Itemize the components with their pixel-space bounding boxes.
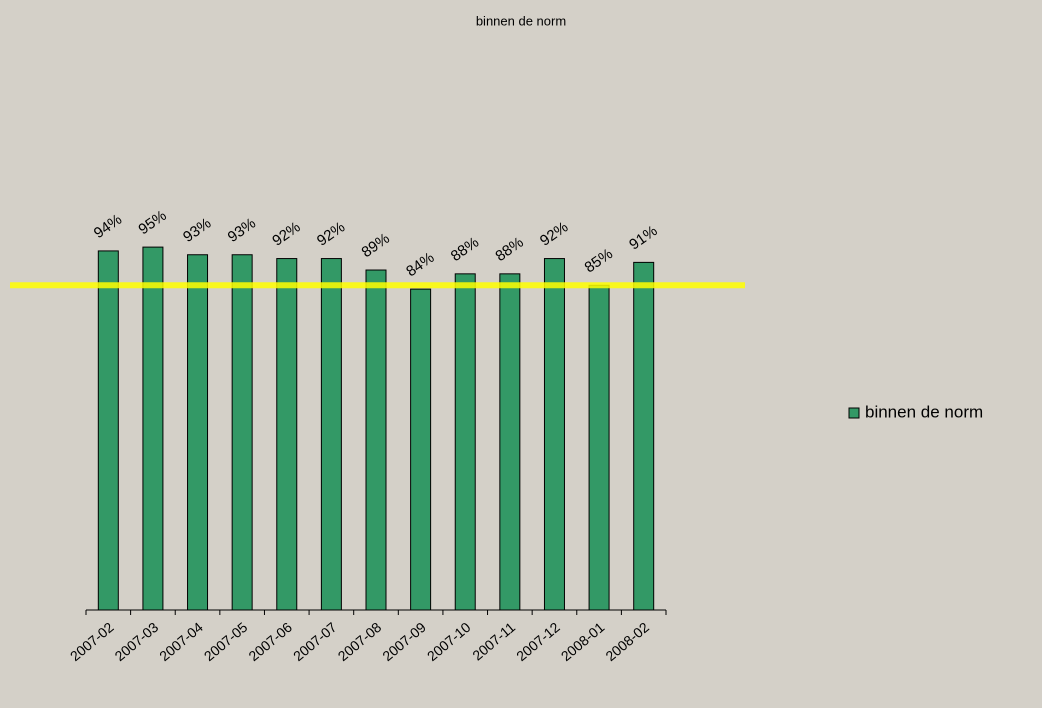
- bar: [410, 288, 432, 611]
- bar: [231, 254, 253, 611]
- bar: [499, 273, 521, 611]
- bar: [142, 246, 164, 611]
- legend-label: binnen de norm: [865, 402, 983, 421]
- bar: [276, 258, 298, 611]
- bar: [454, 273, 476, 611]
- legend-swatch: [848, 407, 860, 419]
- bar: [633, 261, 655, 611]
- bar: [97, 250, 119, 611]
- bar: [187, 254, 209, 611]
- chart-title: binnen de norm: [476, 13, 566, 28]
- bar: [365, 269, 387, 611]
- bar: [543, 258, 565, 611]
- bar: [588, 284, 610, 611]
- bar: [320, 258, 342, 611]
